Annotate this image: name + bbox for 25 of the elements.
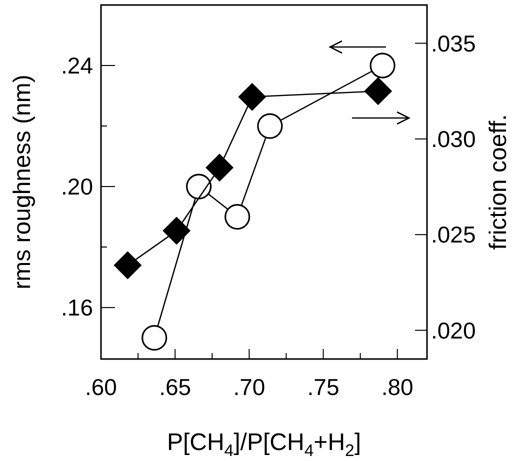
point xyxy=(224,204,250,230)
y2-tick-label: .035 xyxy=(431,30,476,56)
x-tick-label: .80 xyxy=(381,374,414,400)
point xyxy=(257,113,283,139)
y-tick-label: .20 xyxy=(61,174,93,200)
point xyxy=(364,77,392,106)
y-tick-label: .24 xyxy=(61,52,94,79)
y2-tick-label: .020 xyxy=(431,317,476,344)
y2-axis-title: friction coeff. xyxy=(485,114,512,250)
y-tick-label: .16 xyxy=(61,294,93,321)
point xyxy=(142,325,168,351)
x-tick-label: .70 xyxy=(233,374,266,400)
point xyxy=(162,216,191,245)
point xyxy=(238,82,266,111)
point xyxy=(206,154,234,182)
x-axis-title: P[CH$_{4}$]/P[CH$_{4}$+H$_{2}$] xyxy=(166,429,362,460)
point xyxy=(114,251,142,280)
x-tick-label: .60 xyxy=(85,374,117,400)
x-tick-label: .65 xyxy=(159,374,192,400)
point xyxy=(186,174,212,200)
y2-tick-label: .030 xyxy=(431,126,476,152)
point xyxy=(370,52,396,78)
y2-tick-label: .025 xyxy=(431,222,476,248)
x-tick-label: .75 xyxy=(307,374,340,400)
y-axis-title: rms roughness (nm) xyxy=(9,74,36,290)
